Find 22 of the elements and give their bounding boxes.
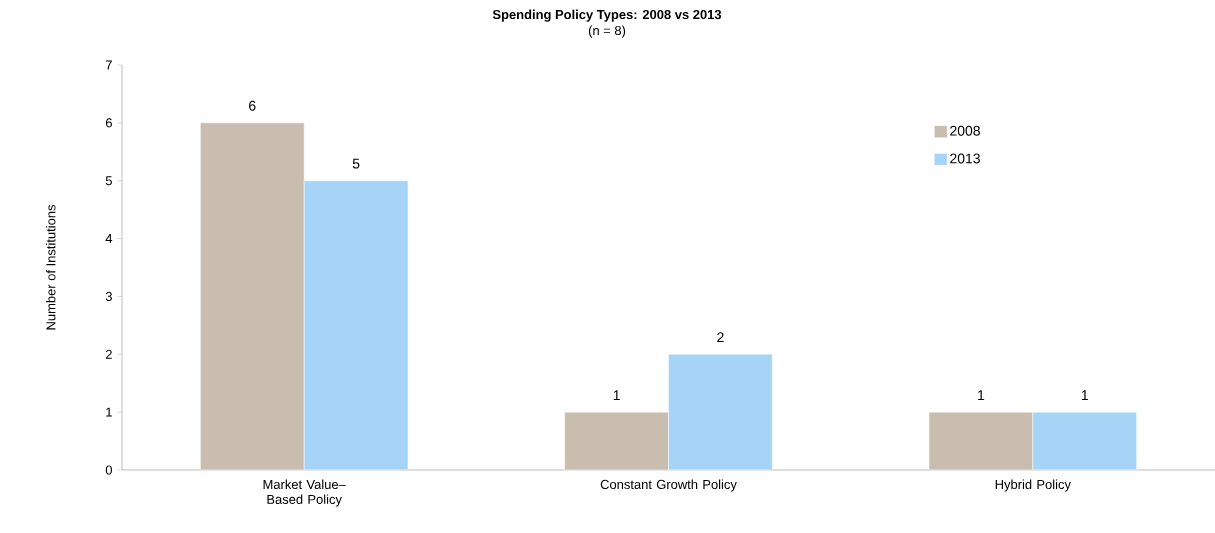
y-tick-label: 0 [105,465,112,475]
data-label: 2 [717,332,724,343]
data-label: 1 [978,390,985,400]
y-axis-title: Number of Institutions [45,204,56,330]
x-tick-label: Market Value–Based Policy [263,479,346,507]
data-label: 6 [249,100,256,111]
data-label: 1 [1081,390,1088,400]
data-label: 1 [613,390,620,400]
chart-subtitle: (n = 8) [588,25,626,38]
legend-label: 2013 [950,153,980,164]
y-tick-label: 1 [106,407,112,417]
y-tick-label: 5 [105,176,112,186]
y-tick-label: 6 [105,118,112,128]
chart-title: Spending Policy Types: 2008 vs 2013 [492,9,722,22]
data-label: 5 [352,158,360,169]
y-tick-label: 4 [105,234,113,244]
legend-label: 2008 [950,125,980,136]
y-tick-label: 7 [105,60,112,70]
x-tick-label: Hybrid Policy [995,479,1071,492]
x-tick-label: Constant Growth Policy [600,479,737,492]
y-tick-label: 3 [105,291,112,301]
y-tick-label: 2 [105,349,112,359]
